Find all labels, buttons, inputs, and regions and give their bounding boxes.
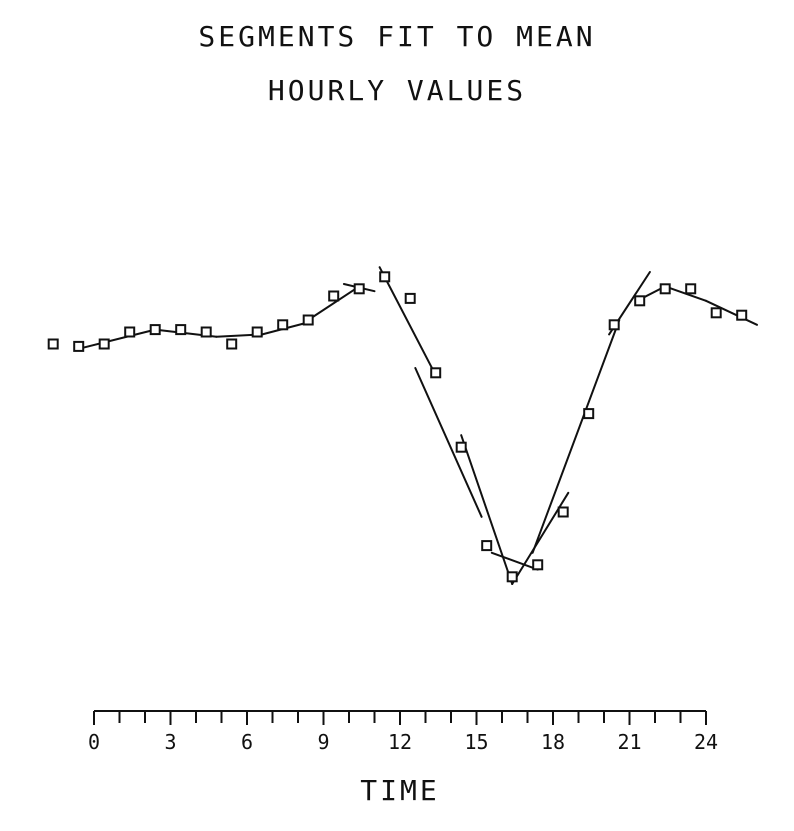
x-tick-label: 24	[694, 730, 718, 754]
data-point-marker	[175, 324, 187, 336]
fit-segments	[77, 266, 758, 585]
data-point-marker	[328, 290, 340, 302]
x-axis: 0 3 6 9 12 15 18 21 24	[88, 710, 718, 754]
fit-segment-7	[414, 367, 483, 518]
data-point-marker	[506, 571, 518, 583]
x-tick-label: 6	[241, 730, 253, 754]
x-tick-label: 12	[388, 730, 412, 754]
fit-segment-8	[460, 434, 514, 585]
fit-segment-10	[511, 491, 570, 585]
data-point-marker	[353, 283, 365, 295]
data-point-marker	[47, 338, 59, 350]
x-tick-label: 9	[317, 730, 329, 754]
fit-segment-6	[378, 266, 437, 377]
x-tick-label: 3	[164, 730, 176, 754]
chart-title-line-1: SEGMENTS FIT TO MEAN	[198, 20, 596, 53]
fit-segment-11	[531, 319, 621, 554]
x-tick-label: 15	[464, 730, 488, 754]
chart-title-line-2: HOURLY VALUES	[267, 74, 527, 107]
fit-segment-0	[77, 328, 157, 350]
x-axis-label: TIME	[360, 774, 439, 807]
data-point-marker	[557, 506, 569, 518]
data-point-marker	[455, 441, 467, 453]
data-point-marker	[200, 326, 212, 338]
fit-segment-9	[490, 551, 539, 571]
data-point-marker	[532, 559, 544, 571]
data-point-marker	[379, 271, 391, 283]
data-point-marker	[149, 324, 161, 336]
data-point-marker	[583, 408, 595, 420]
data-point-marker	[608, 319, 620, 331]
data-point-marker	[73, 340, 85, 352]
data-point-marker	[634, 295, 646, 307]
x-tick-label: 18	[541, 730, 565, 754]
x-tick-label: 21	[617, 730, 641, 754]
data-point-marker	[251, 326, 263, 338]
data-point-marker	[736, 309, 748, 321]
data-point-marker	[226, 338, 238, 350]
data-point-marker	[277, 319, 289, 331]
data-point-marker	[430, 367, 442, 379]
data-point-marker	[404, 292, 416, 304]
x-tick-label: 0	[88, 730, 100, 754]
data-point-marker	[481, 540, 493, 552]
data-point-markers	[47, 271, 748, 583]
data-point-marker	[98, 338, 110, 350]
data-point-marker	[659, 283, 671, 295]
fit-segment-4	[307, 285, 361, 321]
data-point-marker	[710, 307, 722, 319]
fit-segment-15	[705, 299, 758, 326]
data-point-marker	[124, 326, 136, 338]
data-point-marker	[685, 283, 697, 295]
data-point-marker	[302, 314, 314, 326]
